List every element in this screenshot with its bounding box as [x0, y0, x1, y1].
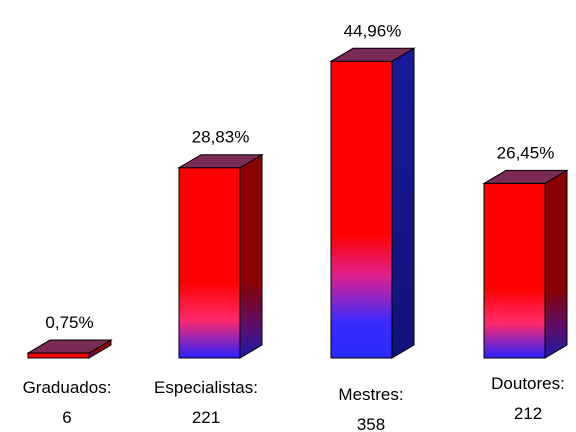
bar-2 [177, 153, 264, 359]
bar-front-face [483, 182, 546, 359]
category-count-label: 6 [62, 408, 71, 427]
category-count-label: 221 [192, 408, 220, 427]
bar-front-face [330, 60, 393, 359]
bar-3 [329, 47, 416, 359]
data-label: 28,83% [192, 128, 250, 147]
bar-4 [482, 169, 569, 359]
category-label: Graduados: [23, 378, 112, 397]
category-count-label: 212 [514, 404, 542, 423]
bars-group [26, 47, 569, 359]
data-label: 0,75% [45, 313, 93, 332]
bar-side-face [391, 47, 415, 359]
bar-front-face [27, 352, 90, 359]
category-count-label: 358 [357, 415, 385, 432]
bar-side-face [544, 169, 568, 359]
data-label: 44,96% [344, 21, 402, 40]
bar-1 [26, 339, 113, 359]
data-label: 26,45% [497, 143, 555, 162]
bar-top-face [482, 169, 569, 184]
category-label: Doutores: [491, 374, 565, 393]
bar-top-face [329, 47, 416, 62]
bar-side-face [239, 153, 263, 359]
bar-front-face [178, 167, 241, 359]
category-label: Especialistas: [154, 378, 258, 397]
category-label: Mestres: [338, 385, 403, 404]
bar-top-face [177, 154, 264, 169]
labels-group: 0,75% Graduados: 6 28,83% Especialistas: 221 4… [23, 21, 565, 432]
bar-top-face [26, 339, 113, 354]
